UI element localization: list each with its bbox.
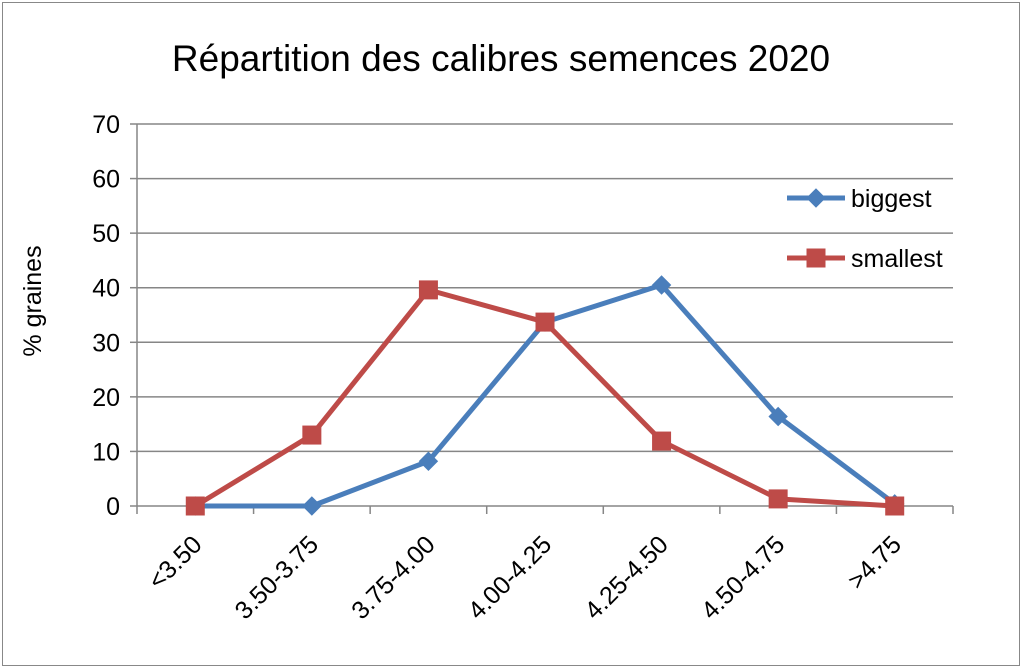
y-tick-labels: 0 10 20 30 40 50 60 70 bbox=[92, 111, 120, 521]
legend-item-biggest: biggest bbox=[787, 185, 932, 213]
x-tick-label: 4.50-4.75 bbox=[696, 530, 790, 624]
legend-label-smallest: smallest bbox=[851, 245, 943, 273]
x-tick-label: 3.50-3.75 bbox=[230, 530, 324, 624]
x-tick-label: 3.75-4.00 bbox=[346, 530, 440, 624]
y-tick-label: 70 bbox=[92, 111, 120, 139]
data-point-smallest bbox=[652, 431, 672, 451]
y-tick-label: 60 bbox=[92, 166, 120, 194]
data-point-biggest bbox=[768, 406, 788, 427]
series-biggest bbox=[185, 275, 905, 516]
series-group bbox=[185, 275, 905, 516]
y-tick-label: 40 bbox=[92, 275, 120, 303]
data-point-biggest bbox=[418, 451, 439, 471]
y-tick-label: 10 bbox=[92, 438, 120, 466]
line-chart: Répartition des calibres semences 2020 0… bbox=[19, 38, 954, 625]
y-tick-label: 20 bbox=[92, 384, 120, 412]
y-axis-label: % graines bbox=[19, 245, 47, 356]
legend-label-biggest: biggest bbox=[851, 185, 932, 213]
legend-marker-smallest bbox=[806, 248, 826, 268]
data-point-smallest bbox=[302, 425, 322, 445]
x-tick-label: 4.25-4.50 bbox=[579, 530, 673, 624]
legend-item-smallest: smallest bbox=[787, 245, 943, 273]
y-tick-label: 0 bbox=[106, 493, 120, 521]
chart-title: Répartition des calibres semences 2020 bbox=[172, 38, 830, 79]
y-tick-label: 50 bbox=[92, 220, 120, 248]
y-tick-label: 30 bbox=[92, 329, 120, 357]
data-point-biggest bbox=[302, 496, 322, 516]
x-tick-label: 4.00-4.25 bbox=[463, 530, 557, 624]
data-point-smallest bbox=[768, 489, 788, 509]
grid-lines bbox=[137, 123, 953, 453]
data-point-biggest bbox=[651, 275, 672, 295]
data-point-smallest bbox=[885, 496, 905, 516]
data-point-smallest bbox=[535, 312, 555, 332]
x-tick-labels: <3.50 3.50-3.75 3.75-4.00 4.00-4.25 4.25-4.5… bbox=[143, 530, 907, 624]
x-tick-label: <3.50 bbox=[143, 530, 208, 595]
data-point-smallest bbox=[185, 496, 205, 516]
data-point-smallest bbox=[418, 280, 438, 300]
x-tick-label: >4.75 bbox=[842, 530, 907, 595]
series-smallest bbox=[185, 280, 905, 516]
legend: biggest smallest bbox=[787, 185, 943, 273]
legend-marker-biggest bbox=[806, 188, 826, 208]
